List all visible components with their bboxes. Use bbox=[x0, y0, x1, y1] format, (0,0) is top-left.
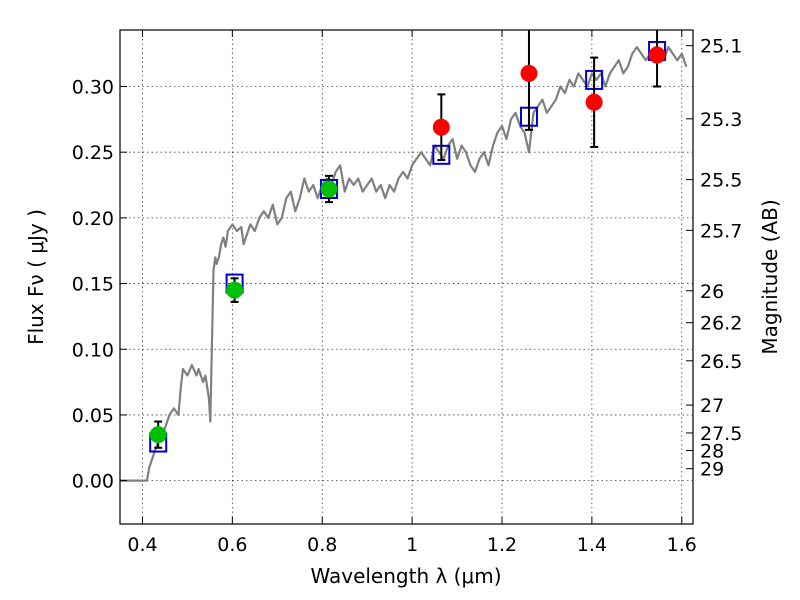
x-tick-label: 1 bbox=[406, 534, 418, 556]
y-tick-label: 0.10 bbox=[72, 339, 114, 361]
right-tick-label: 25.5 bbox=[700, 170, 742, 192]
y-tick-label: 0.25 bbox=[72, 142, 114, 164]
y-tick-label: 0.15 bbox=[72, 274, 114, 296]
right-tick-label: 25.3 bbox=[700, 109, 742, 131]
right-tick-label: 25.1 bbox=[700, 36, 742, 58]
right-tick-label: 26.2 bbox=[700, 313, 742, 335]
right-tick-label: 28 bbox=[700, 441, 724, 463]
y-tick-label: 0.20 bbox=[72, 208, 114, 230]
model-spectrum bbox=[120, 46, 688, 482]
x-tick-label: 1.2 bbox=[487, 534, 517, 556]
observed-flux-point bbox=[648, 46, 666, 64]
right-tick-label: 29 bbox=[700, 459, 724, 481]
grid bbox=[120, 30, 693, 524]
observed-flux-point bbox=[320, 180, 338, 198]
plot-frame bbox=[119, 29, 694, 525]
tick-labels: 0.4 0.6 0.8 1 1.2 1.4 1.6 0.00 0.05 0.10 0.15 0.20 0… bbox=[72, 36, 743, 556]
y-tick-label: 0.05 bbox=[72, 405, 114, 427]
x-tick-label: 1.4 bbox=[577, 534, 607, 556]
y-tick-label: 0.30 bbox=[72, 76, 114, 98]
x-tick-label: 1.6 bbox=[667, 534, 697, 556]
right-tick-label: 27.5 bbox=[700, 423, 742, 445]
observed-flux-point bbox=[432, 118, 450, 136]
right-tick-label: 26.5 bbox=[700, 351, 742, 373]
x-tick-label: 0.4 bbox=[127, 534, 157, 556]
y-tick-label: 0.00 bbox=[72, 471, 114, 493]
observed-flux-point bbox=[149, 426, 167, 444]
ticks bbox=[120, 30, 693, 524]
y-axis-label-right: Magnitude (AB) bbox=[758, 199, 782, 354]
x-tick-label: 0.6 bbox=[217, 534, 247, 556]
right-tick-label: 26 bbox=[700, 281, 724, 303]
observed-flux-point bbox=[585, 93, 603, 111]
data-points bbox=[149, 30, 667, 453]
x-axis-label: Wavelength λ (μm) bbox=[310, 564, 501, 588]
observed-flux-point bbox=[520, 64, 538, 82]
right-tick-label: 25.7 bbox=[700, 220, 742, 242]
x-tick-label: 0.8 bbox=[307, 534, 337, 556]
right-tick-label: 27 bbox=[700, 395, 724, 417]
model-spectrum-line bbox=[120, 46, 688, 482]
y-axis-label: Flux Fν ( μJy ) bbox=[24, 209, 48, 345]
observed-flux-point bbox=[226, 281, 244, 299]
